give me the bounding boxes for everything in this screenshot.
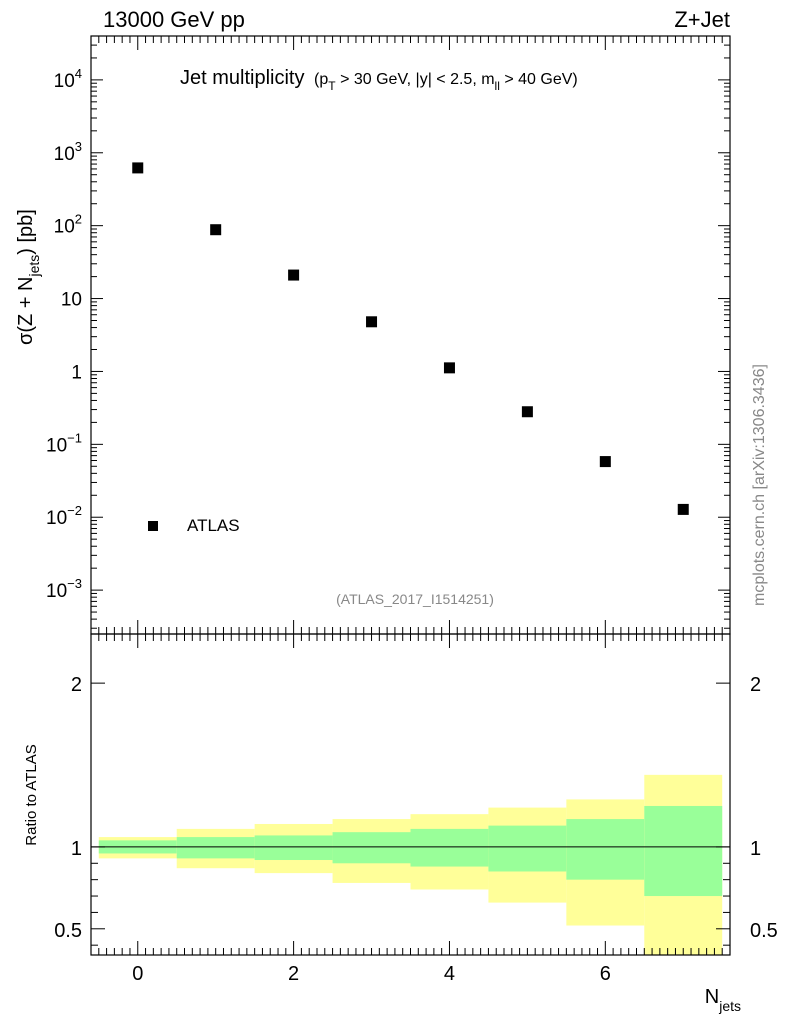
data-point [366,316,378,328]
ratio-y-tick-label: 1 [71,838,82,860]
data-point [132,162,144,174]
inner-band [176,837,255,859]
ratio-x-ticks: 0 2 4 6 [98,634,723,985]
uncertainty-bands [98,774,723,955]
analysis-id: (ATLAS_2017_I1514251) [336,591,494,607]
y-axis-ticks: 10−3 10−2 10−1 1 10 102 103 104 [46,35,730,629]
inner-band [644,805,723,897]
x-tick-label: 4 [444,963,455,985]
ratio-y-tick-label-right: 0.5 [750,920,778,942]
x-tick-label: 2 [288,963,299,985]
data-point [521,406,533,418]
ratio-y-tick-label-right: 1 [750,838,761,860]
plot-title: Jet multiplicity (pT > 30 GeV, |y| < 2.5… [180,67,578,93]
inner-band [566,819,645,880]
x-tick-label: 6 [600,963,611,985]
inner-band [410,828,489,867]
ratio-y-tick-label: 0.5 [54,920,82,942]
inner-band [254,835,333,861]
inner-band [332,832,411,864]
main-panel: 10−3 10−2 10−1 1 10 102 103 104 Jet multiplicit… [15,35,731,635]
data-point [677,503,689,515]
y-tick-label: 1 [71,362,82,383]
legend-marker [148,521,158,531]
ratio-y-ticks: 0.5 0.5 1 1 2 2 [54,674,778,946]
y-tick-label: 10−3 [46,576,82,602]
ratio-y-axis-label: Ratio to ATLAS [23,744,40,845]
data-point [599,456,611,468]
y-axis-label: σ(Z + Njets) [pb] [15,209,42,345]
ratio-y-tick-label-right: 2 [750,674,761,696]
y-tick-label: 104 [54,66,82,92]
header-right: Z+Jet [674,7,730,32]
side-label: mcplots.cern.ch [arXiv:1306.3436] [751,364,768,606]
data-point [210,224,222,236]
y-tick-label: 103 [54,139,82,165]
data-markers [132,162,689,515]
main-panel-frame [90,35,731,635]
y-tick-label: 10−1 [46,430,82,456]
ratio-y-tick-label: 2 [71,674,82,696]
x-axis-label: Njets [705,986,741,1014]
y-tick-label: 10−2 [46,503,82,529]
data-point [443,362,455,374]
data-point [288,269,300,281]
y-tick-label: 10 [61,290,82,311]
y-tick-label: 102 [54,212,82,238]
ratio-panel: 0.5 0.5 1 1 2 2 0 2 4 6 Ratio to ATLAS Njets [23,633,778,1014]
x-tick-label: 0 [132,963,143,985]
inner-band [488,825,567,872]
x-axis-ticks-top [98,36,723,634]
ratio-panel-frame [90,633,731,956]
legend-label: ATLAS [187,516,240,535]
legend: ATLAS [148,516,240,535]
header-left: 13000 GeV pp [103,7,245,32]
